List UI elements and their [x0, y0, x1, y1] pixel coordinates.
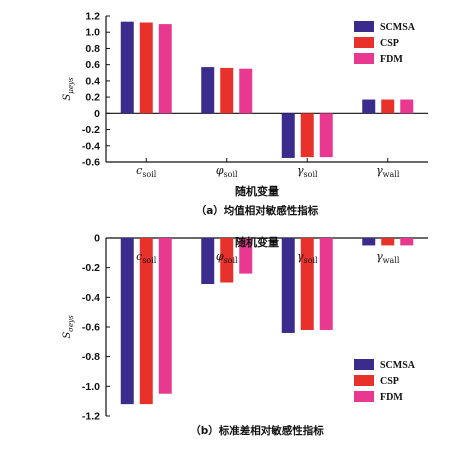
chart-a-bar-csp: [220, 67, 234, 114]
chart-a-bar-scmsa: [281, 113, 295, 158]
chart-a-ytick-label: 0.6: [85, 59, 100, 71]
chart-a-bar-scmsa: [201, 67, 215, 114]
chart-a-category-label: γsoil: [297, 164, 318, 179]
chart-a-y-axis-label: Sμeys: [62, 77, 75, 101]
chart-b-bar-scmsa: [201, 238, 215, 284]
chart-a-legend-label-csp: CSP: [380, 38, 399, 49]
chart-a-legend-label-scmsa: SCMSA: [380, 22, 416, 33]
chart-b-bar-csp: [139, 238, 153, 405]
chart-b-x-axis-label: 随机变量: [235, 235, 279, 249]
chart-a-x-axis-label: 随机变量: [235, 184, 279, 198]
chart-b-bar-scmsa: [281, 238, 295, 333]
chart-b-ytick-label: 0: [94, 233, 100, 245]
chart-b-bar-fdm: [400, 238, 414, 246]
chart-b-legend-swatch-scmsa: [354, 359, 374, 370]
chart-a-bar-csp: [139, 22, 153, 114]
chart-b-bar-scmsa: [120, 238, 134, 405]
chart-a-bar-csp: [300, 113, 314, 158]
chart-b-bar-csp: [220, 238, 234, 283]
chart-b-category-label: γsoil: [297, 250, 318, 265]
chart-a-ytick-label: 1.2: [85, 11, 100, 23]
chart-a-ytick-label: -0.4: [82, 140, 100, 152]
chart-a-ytick-label: 0.4: [85, 75, 100, 87]
chart-a-bar-csp: [381, 99, 395, 114]
chart-b-legend-swatch-fdm: [354, 391, 374, 402]
chart-a-ytick-label: 0: [94, 108, 100, 120]
chart-a-category-label: φsoil: [216, 164, 238, 179]
chart-a-bar-scmsa: [362, 99, 376, 114]
chart-b-ytick-label: -0.4: [82, 292, 100, 304]
chart-a-ytick-label: -0.6: [82, 157, 100, 169]
chart-b-ytick-label: -0.8: [82, 351, 100, 363]
chart-b-legend-label-scmsa: SCMSA: [380, 360, 416, 371]
chart-b-bar-csp: [381, 238, 395, 246]
chart-b-bar-fdm: [158, 238, 172, 394]
chart-a-ytick-label: 0.2: [85, 92, 100, 104]
chart-a-legend-swatch-csp: [354, 37, 374, 48]
chart-b-bar-scmsa: [362, 238, 376, 246]
chart-a-category-label: γwall: [376, 164, 400, 179]
chart-b-category-label: csoil: [136, 250, 157, 265]
chart-b-legend-label-fdm: FDM: [380, 392, 403, 403]
chart-a-bar-fdm: [400, 99, 414, 114]
chart-a-ytick-label: 0.8: [85, 43, 100, 55]
chart-b-std-sensitivity: -1.2 -1.0 -0.8 -0.6 -0.4 -0.2 0 Sσeys csoil φsoil…: [62, 233, 428, 437]
chart-b-legend-label-csp: CSP: [380, 376, 399, 387]
chart-a-ytick-label: 1.0: [85, 27, 100, 39]
chart-b-caption: （b）标准差相对敏感性指标: [190, 424, 324, 437]
chart-a-legend-swatch-scmsa: [354, 21, 374, 32]
chart-b-ytick-label: -0.6: [82, 322, 100, 334]
chart-b-bar-fdm: [319, 238, 333, 330]
chart-b-bar-fdm: [239, 238, 253, 274]
chart-a-caption: （a）均值相对敏感性指标: [196, 204, 319, 217]
chart-b-legend-swatch-csp: [354, 375, 374, 386]
chart-b-y-axis-label: Sσeys: [62, 315, 75, 339]
chart-b-category-label: φsoil: [216, 250, 238, 265]
chart-a-bar-fdm: [158, 24, 172, 114]
chart-a-legend-label-fdm: FDM: [380, 54, 403, 65]
chart-a-legend-swatch-fdm: [354, 53, 374, 64]
chart-b-bar-csp: [300, 238, 314, 330]
chart-a-bar-scmsa: [120, 21, 134, 114]
chart-a-bar-fdm: [319, 113, 333, 158]
chart-a-ytick-label: -0.2: [82, 124, 100, 136]
chart-a-bar-fdm: [239, 68, 253, 114]
chart-a-mean-sensitivity: -0.6 -0.4 -0.2 0 0.2 0.4 0.6 0.8 1.0 1.2 Sμeys csoi…: [62, 11, 428, 217]
chart-b-ytick-label: -0.2: [82, 262, 100, 274]
chart-a-category-label: csoil: [136, 164, 157, 179]
chart-b-ytick-label: -1.0: [82, 381, 100, 393]
chart-b-category-label: γwall: [376, 250, 400, 265]
chart-b-ytick-label: -1.2: [82, 411, 100, 423]
